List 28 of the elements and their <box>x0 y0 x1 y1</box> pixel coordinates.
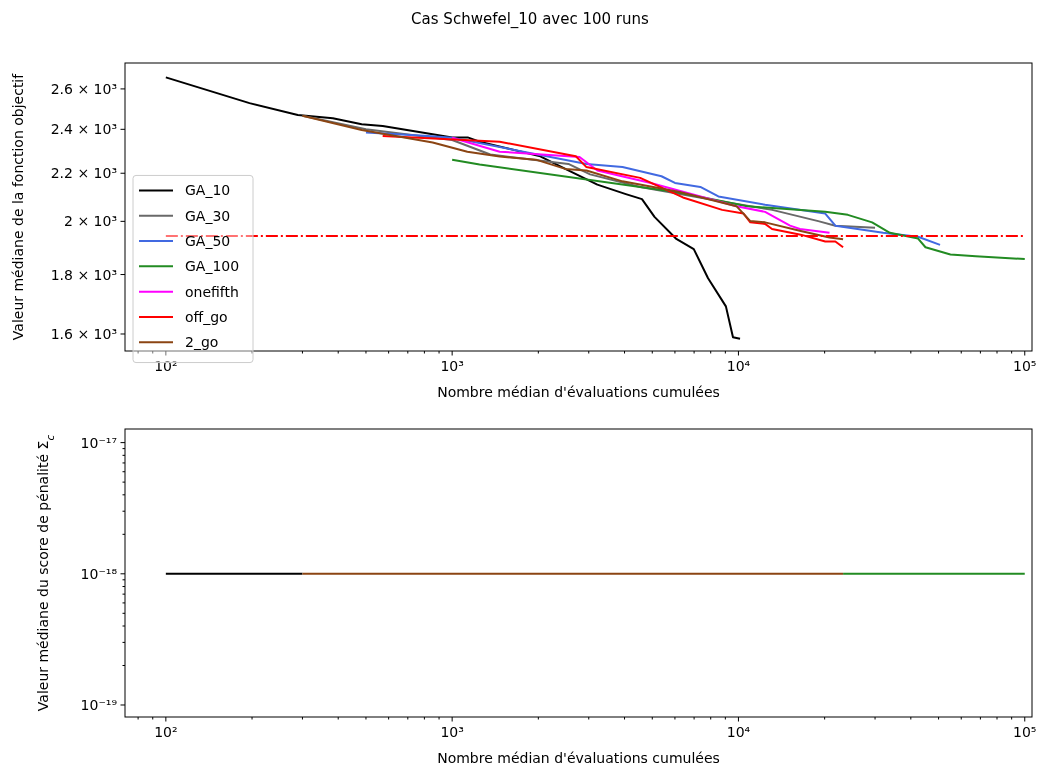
y-tick-label: 10⁻¹⁷ <box>80 434 117 451</box>
y-tick-label: 2.4 × 10³ <box>50 121 117 138</box>
legend-label: 2_go <box>185 334 219 351</box>
legend-label: GA_30 <box>185 207 231 224</box>
chart-title: Cas Schwefel_10 avec 100 runs <box>411 10 650 29</box>
y-axis-title: Valeur médiane de la fonction objectif <box>10 72 26 341</box>
x-tick-label: 10³ <box>440 358 464 374</box>
x-axis-title: Nombre médian d'évaluations cumulées <box>437 750 720 766</box>
y-tick-label: 2 × 10³ <box>64 213 117 230</box>
y-tick-label: 10⁻¹⁹ <box>80 696 118 713</box>
x-tick-label: 10⁴ <box>726 358 751 374</box>
y-tick-label: 10⁻¹⁸ <box>80 565 118 582</box>
x-tick-label: 10³ <box>440 724 464 740</box>
x-tick-label: 10² <box>154 724 178 740</box>
legend-label: GA_50 <box>185 233 231 250</box>
x-tick-label: 10⁴ <box>726 724 751 740</box>
x-tick-label: 10⁵ <box>1013 724 1037 740</box>
y-tick-label: 2.6 × 10³ <box>50 80 117 97</box>
y-tick-label: 2.2 × 10³ <box>50 165 117 182</box>
x-axis-title: Nombre médian d'évaluations cumulées <box>437 384 720 400</box>
legend-label: onefifth <box>185 283 239 300</box>
x-tick-label: 10² <box>154 358 178 374</box>
legend-label: GA_100 <box>185 258 240 275</box>
legend-label: off_go <box>185 308 228 325</box>
y-tick-label: 1.8 × 10³ <box>50 266 117 283</box>
legend-label: GA_10 <box>185 182 231 199</box>
y-tick-label: 1.6 × 10³ <box>50 326 117 342</box>
x-tick-label: 10⁵ <box>1013 358 1037 374</box>
